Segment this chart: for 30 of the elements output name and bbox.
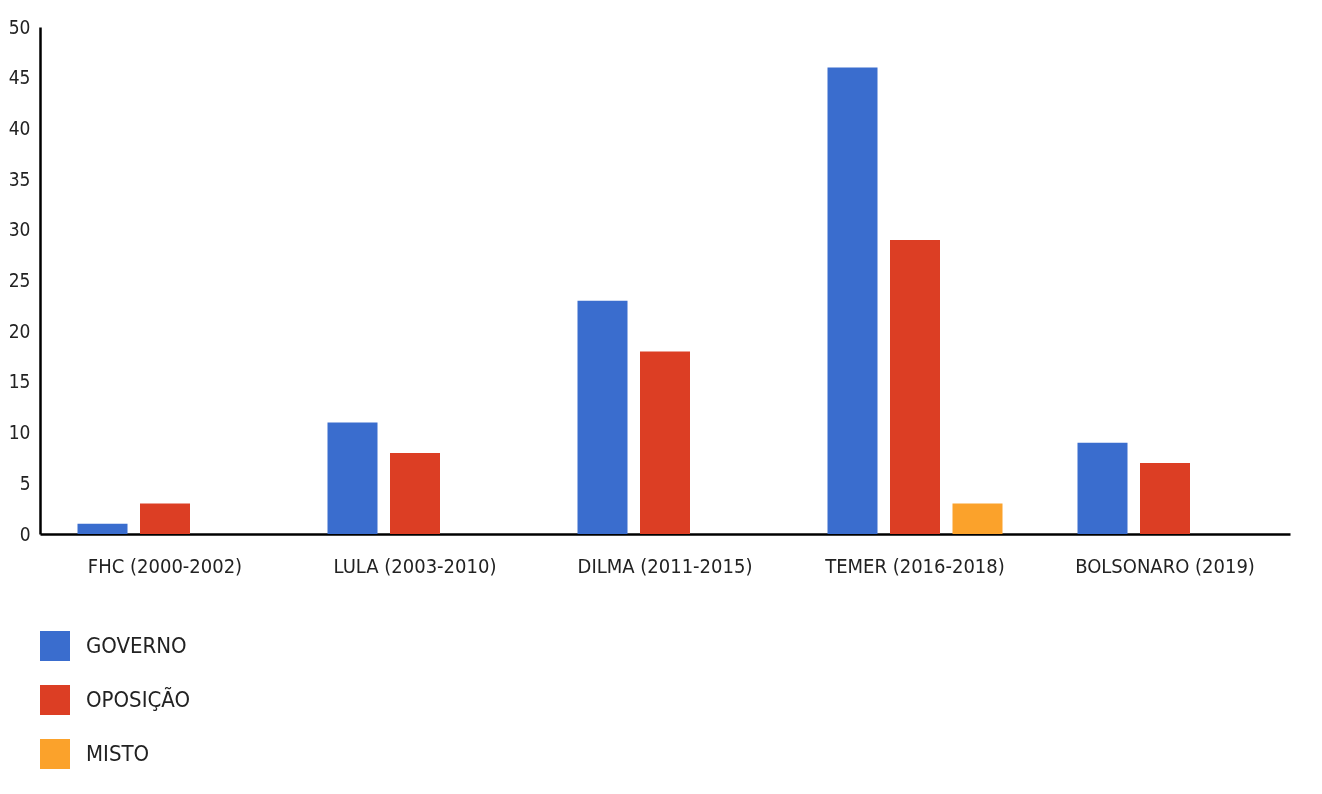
legend-label: OPOSIÇÃO bbox=[86, 686, 191, 712]
y-tick-label: 50 bbox=[8, 15, 31, 38]
bar bbox=[952, 503, 1003, 534]
y-tick-label: 0 bbox=[19, 522, 31, 545]
bar bbox=[390, 452, 440, 534]
x-tick-label: LULA (2003-2010) bbox=[333, 553, 497, 578]
y-tick-label: 40 bbox=[8, 116, 31, 139]
bar bbox=[77, 523, 128, 534]
y-tick-label: 20 bbox=[8, 319, 31, 342]
bar bbox=[140, 503, 190, 534]
x-tick-label: FHC (2000-2002) bbox=[87, 553, 243, 578]
y-tick-label: 5 bbox=[19, 471, 31, 494]
x-tick-label: TEMER (2016-2018) bbox=[824, 553, 1005, 578]
bar bbox=[827, 67, 878, 534]
y-tick-label: 45 bbox=[8, 66, 31, 89]
legend-label: MISTO bbox=[86, 741, 150, 766]
bar bbox=[640, 351, 690, 534]
y-tick-label: 35 bbox=[8, 167, 31, 190]
x-tick-label: DILMA (2011-2015) bbox=[577, 553, 753, 578]
legend-label: GOVERNO bbox=[86, 633, 187, 658]
bar bbox=[577, 300, 628, 534]
bar bbox=[1077, 442, 1128, 534]
y-tick-label: 30 bbox=[8, 218, 31, 241]
y-tick-label: 15 bbox=[8, 370, 31, 393]
bar bbox=[327, 422, 378, 534]
y-tick-label: 25 bbox=[8, 269, 31, 291]
bar bbox=[890, 239, 940, 534]
bar bbox=[1140, 463, 1190, 534]
y-tick-label: 10 bbox=[8, 421, 31, 444]
x-tick-label: BOLSONARO (2019) bbox=[1075, 553, 1255, 578]
